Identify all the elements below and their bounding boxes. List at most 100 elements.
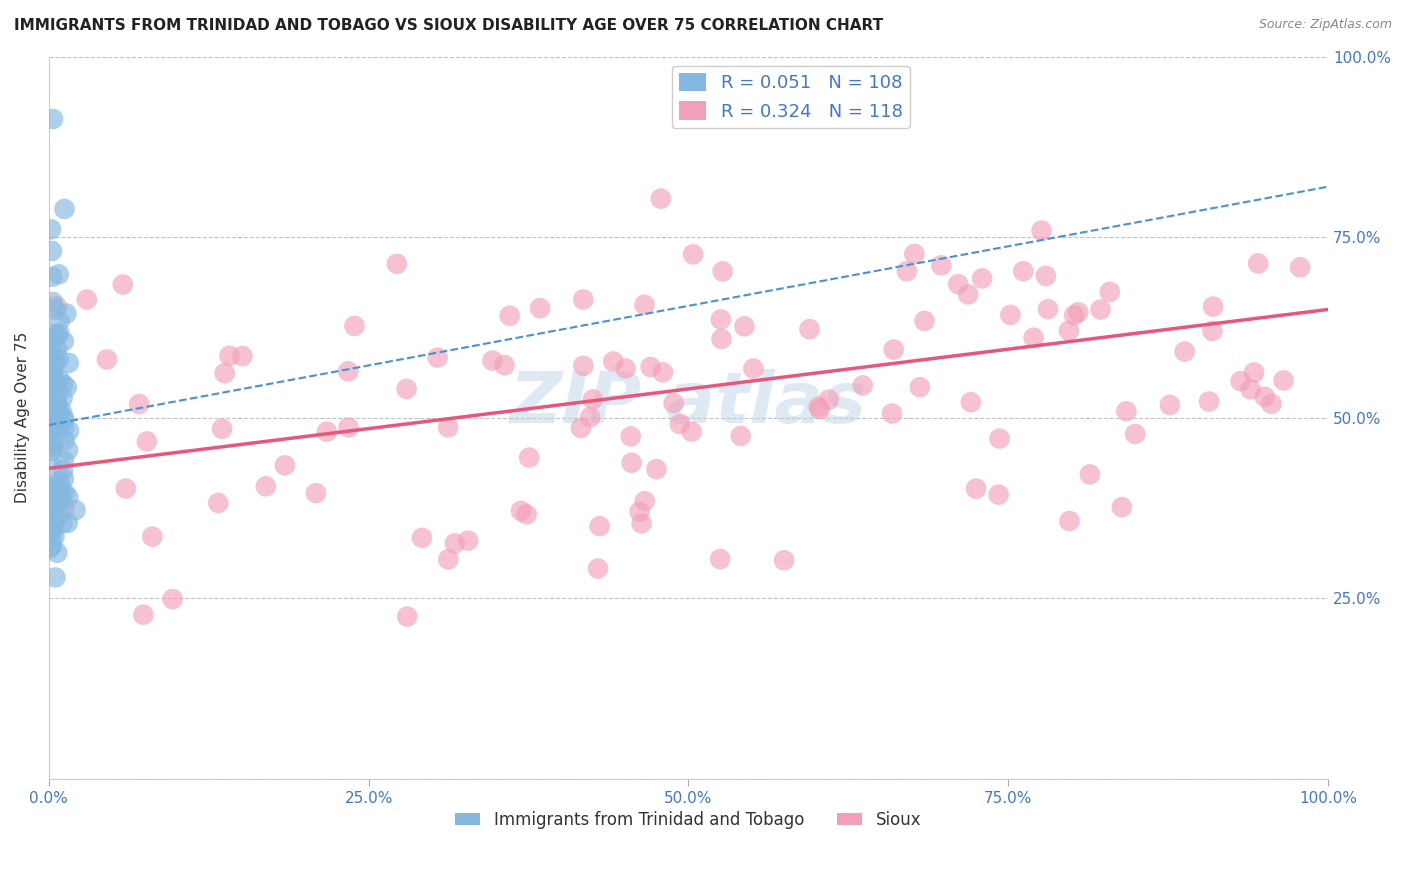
Point (494, 358, 516, 372)
Point (52, 334, 75, 349)
Point (529, 301, 551, 316)
Point (710, 312, 733, 326)
Point (45, 495, 67, 509)
Point (651, 365, 673, 379)
Point (880, 407, 903, 421)
Point (48, 352, 70, 367)
Point (1035, 268, 1057, 283)
Point (42, 394, 65, 409)
Point (39, 377, 62, 392)
Point (41, 269, 63, 284)
Point (39, 222, 62, 236)
Point (1111, 500, 1133, 515)
Point (58, 490, 80, 504)
Point (56, 380, 79, 394)
Point (42, 406, 65, 420)
Point (274, 458, 297, 473)
Point (852, 378, 875, 392)
Point (56, 516, 79, 530)
Point (517, 450, 540, 465)
Point (207, 496, 229, 510)
Point (128, 397, 150, 411)
Point (628, 505, 651, 519)
Point (42, 516, 65, 531)
Point (709, 552, 731, 566)
Point (41, 492, 63, 507)
Point (41, 439, 63, 453)
Point (114, 482, 136, 496)
Point (211, 422, 233, 436)
Point (39, 396, 62, 410)
Point (1123, 427, 1146, 442)
Point (41, 352, 63, 367)
Point (41, 443, 63, 458)
Point (46, 401, 69, 415)
Point (896, 264, 918, 278)
Point (682, 247, 704, 261)
Point (39, 458, 62, 472)
Point (46, 483, 69, 498)
Point (41, 527, 63, 541)
Point (39, 380, 62, 394)
Point (42, 421, 65, 435)
Point (1272, 373, 1295, 387)
Point (52, 472, 75, 486)
Point (1115, 404, 1137, 418)
Point (96, 352, 118, 367)
Point (582, 392, 605, 407)
Point (799, 322, 821, 336)
Point (42, 437, 65, 451)
Point (602, 354, 624, 368)
Point (903, 247, 925, 261)
Point (1067, 305, 1090, 319)
Point (41, 373, 63, 387)
Point (1229, 374, 1251, 388)
Point (65, 503, 87, 517)
Point (614, 361, 637, 376)
Point (1059, 514, 1081, 528)
Point (817, 392, 839, 407)
Point (46, 424, 69, 438)
Point (640, 359, 662, 374)
Point (1201, 324, 1223, 338)
Point (58, 424, 80, 438)
Point (45, 400, 67, 414)
Point (53, 434, 76, 448)
Point (56, 443, 79, 458)
Point (49, 489, 72, 503)
Point (620, 429, 643, 443)
Point (808, 402, 831, 417)
Point (970, 271, 993, 285)
Point (733, 319, 755, 334)
Point (39, 358, 62, 372)
Point (141, 530, 163, 544)
Point (39, 368, 62, 383)
Point (132, 607, 155, 622)
Point (39, 435, 62, 450)
Point (42, 398, 65, 412)
Point (214, 366, 236, 380)
Point (44, 511, 66, 525)
Point (39, 413, 62, 427)
Point (385, 257, 408, 271)
Point (39, 485, 62, 500)
Point (53, 501, 76, 516)
Point (48, 314, 70, 328)
Point (1243, 366, 1265, 380)
Point (46, 546, 69, 560)
Point (39, 343, 62, 357)
Point (39, 394, 62, 409)
Point (52, 412, 75, 426)
Point (44, 353, 66, 368)
Point (1057, 324, 1080, 338)
Point (315, 425, 337, 439)
Point (46, 299, 69, 313)
Point (931, 259, 953, 273)
Point (39, 398, 62, 412)
Point (44, 502, 66, 516)
Point (44, 529, 66, 543)
Point (51, 516, 73, 531)
Point (53, 202, 76, 216)
Point (1247, 256, 1270, 270)
Point (1202, 300, 1225, 314)
